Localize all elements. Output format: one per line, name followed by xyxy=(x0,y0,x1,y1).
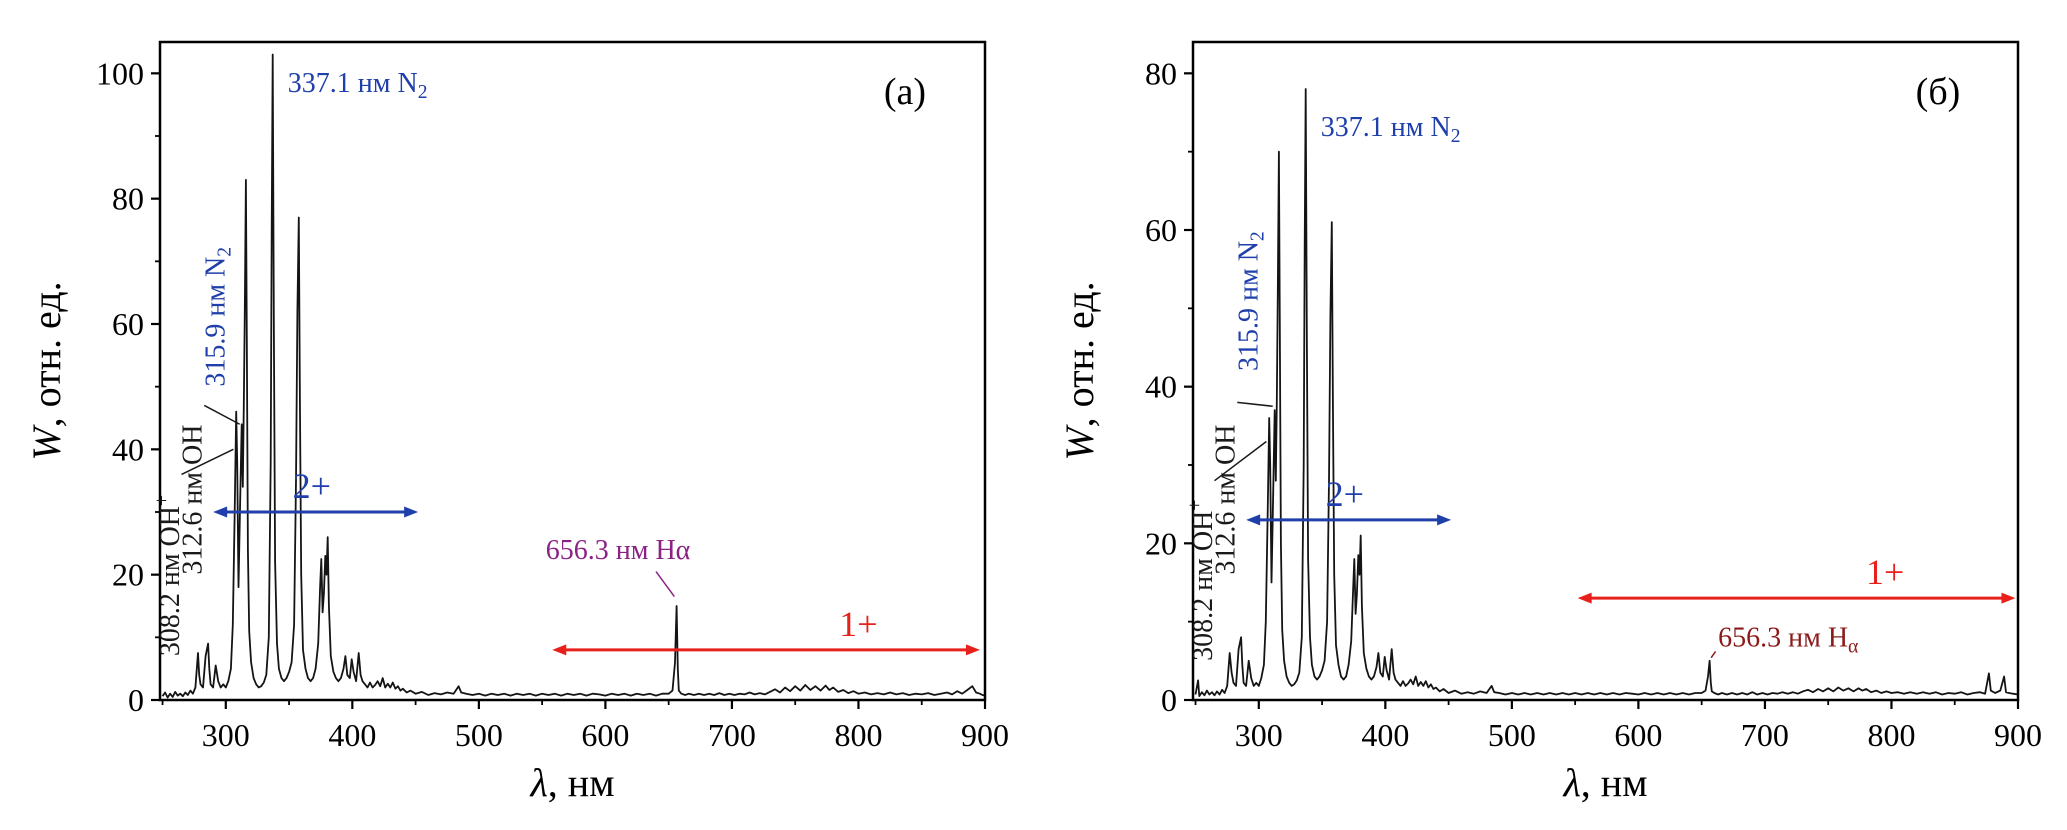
x-axis-label: λ, нм xyxy=(1562,760,1647,805)
band-label: 2+ xyxy=(293,466,331,506)
spectrum-line xyxy=(161,53,986,699)
leader-line xyxy=(655,571,675,598)
x-tick-label: 800 xyxy=(834,717,882,753)
arrowhead-right xyxy=(404,506,419,518)
leader-line xyxy=(1214,440,1267,482)
x-tick-label: 700 xyxy=(708,717,756,753)
x-tick-label: 400 xyxy=(1361,717,1409,753)
y-tick-label: 60 xyxy=(112,306,144,342)
y-tick-label: 60 xyxy=(1145,212,1177,248)
spectrum-panel-a: 300 400 500 600 700 800 900 0 20 40 60 80 100 λ, нм W,… xyxy=(24,40,1009,805)
label-308-2-oh: 308.2 нм OH+ xyxy=(1185,500,1219,661)
label-315-9-n2: 315.9 нм N2 xyxy=(1234,231,1269,371)
x-tick-label: 700 xyxy=(1741,717,1789,753)
band-label: 1+ xyxy=(1866,552,1904,592)
x-tick-label: 300 xyxy=(202,717,250,753)
x-tick-label: 900 xyxy=(1994,717,2042,753)
y-tick-label: 20 xyxy=(1145,525,1177,561)
plot-frame xyxy=(158,40,987,702)
y-tick-label: 40 xyxy=(112,431,144,467)
label-656-3-ha: 656.3 нм Hα xyxy=(1718,623,1858,658)
y-axis-label: W, отн. ед. xyxy=(24,281,69,460)
panel-label: (а) xyxy=(884,71,926,113)
leader-line xyxy=(1710,651,1717,659)
panel-label: (б) xyxy=(1916,71,1961,113)
spectrum-panel-b: 300 400 500 600 700 800 900 0 20 40 60 80 λ, нм W, от… xyxy=(1057,40,2042,805)
y-tick-label: 80 xyxy=(1145,55,1177,91)
label-312-6-oh: 312.6 нм OH xyxy=(1211,425,1242,575)
arrowhead-left xyxy=(1246,514,1261,526)
y-tick-label: 20 xyxy=(112,557,144,593)
y-tick-label: 100 xyxy=(96,55,144,91)
y-axis-label: W, отн. ед. xyxy=(1057,281,1102,460)
y-tick-label: 40 xyxy=(1145,369,1177,405)
leader-line xyxy=(181,448,234,476)
x-tick-label: 400 xyxy=(328,717,376,753)
leader-line xyxy=(1237,401,1273,407)
band-label: 1+ xyxy=(839,604,877,644)
arrowhead-left xyxy=(1577,592,1592,604)
arrowhead-left xyxy=(213,506,228,518)
band-label: 2+ xyxy=(1326,474,1364,514)
spectrum-line xyxy=(1194,88,2019,697)
x-tick-label: 600 xyxy=(581,717,629,753)
x-tick-label: 900 xyxy=(961,717,1009,753)
label-315-9-n2: 315.9 нм N2 xyxy=(201,247,236,387)
x-tick-label: 600 xyxy=(1614,717,1662,753)
x-tick-label: 500 xyxy=(455,717,503,753)
label-337-1-n2: 337.1 нм N2 xyxy=(1321,112,1461,147)
x-tick-label: 500 xyxy=(1488,717,1536,753)
arrowhead-right xyxy=(1437,514,1452,526)
label-308-2-oh: 308.2 нм OH+ xyxy=(152,495,186,656)
x-tick-label: 300 xyxy=(1235,717,1283,753)
leader-line xyxy=(203,404,241,425)
y-tick-label: 0 xyxy=(1161,682,1177,718)
x-tick-label: 800 xyxy=(1867,717,1915,753)
x-axis-label: λ, нм xyxy=(529,760,614,805)
label-337-1-n2: 337.1 нм N2 xyxy=(288,68,428,103)
arrowhead-left xyxy=(552,644,567,656)
arrowhead-right xyxy=(2001,592,2016,604)
y-tick-label: 80 xyxy=(112,181,144,217)
label-312-6-oh: 312.6 нм OH xyxy=(178,425,209,575)
label-656-3-ha: 656.3 нм Hα xyxy=(546,535,691,566)
arrowhead-right xyxy=(965,644,980,656)
y-tick-label: 0 xyxy=(128,682,144,718)
plot-frame xyxy=(1191,40,2020,702)
